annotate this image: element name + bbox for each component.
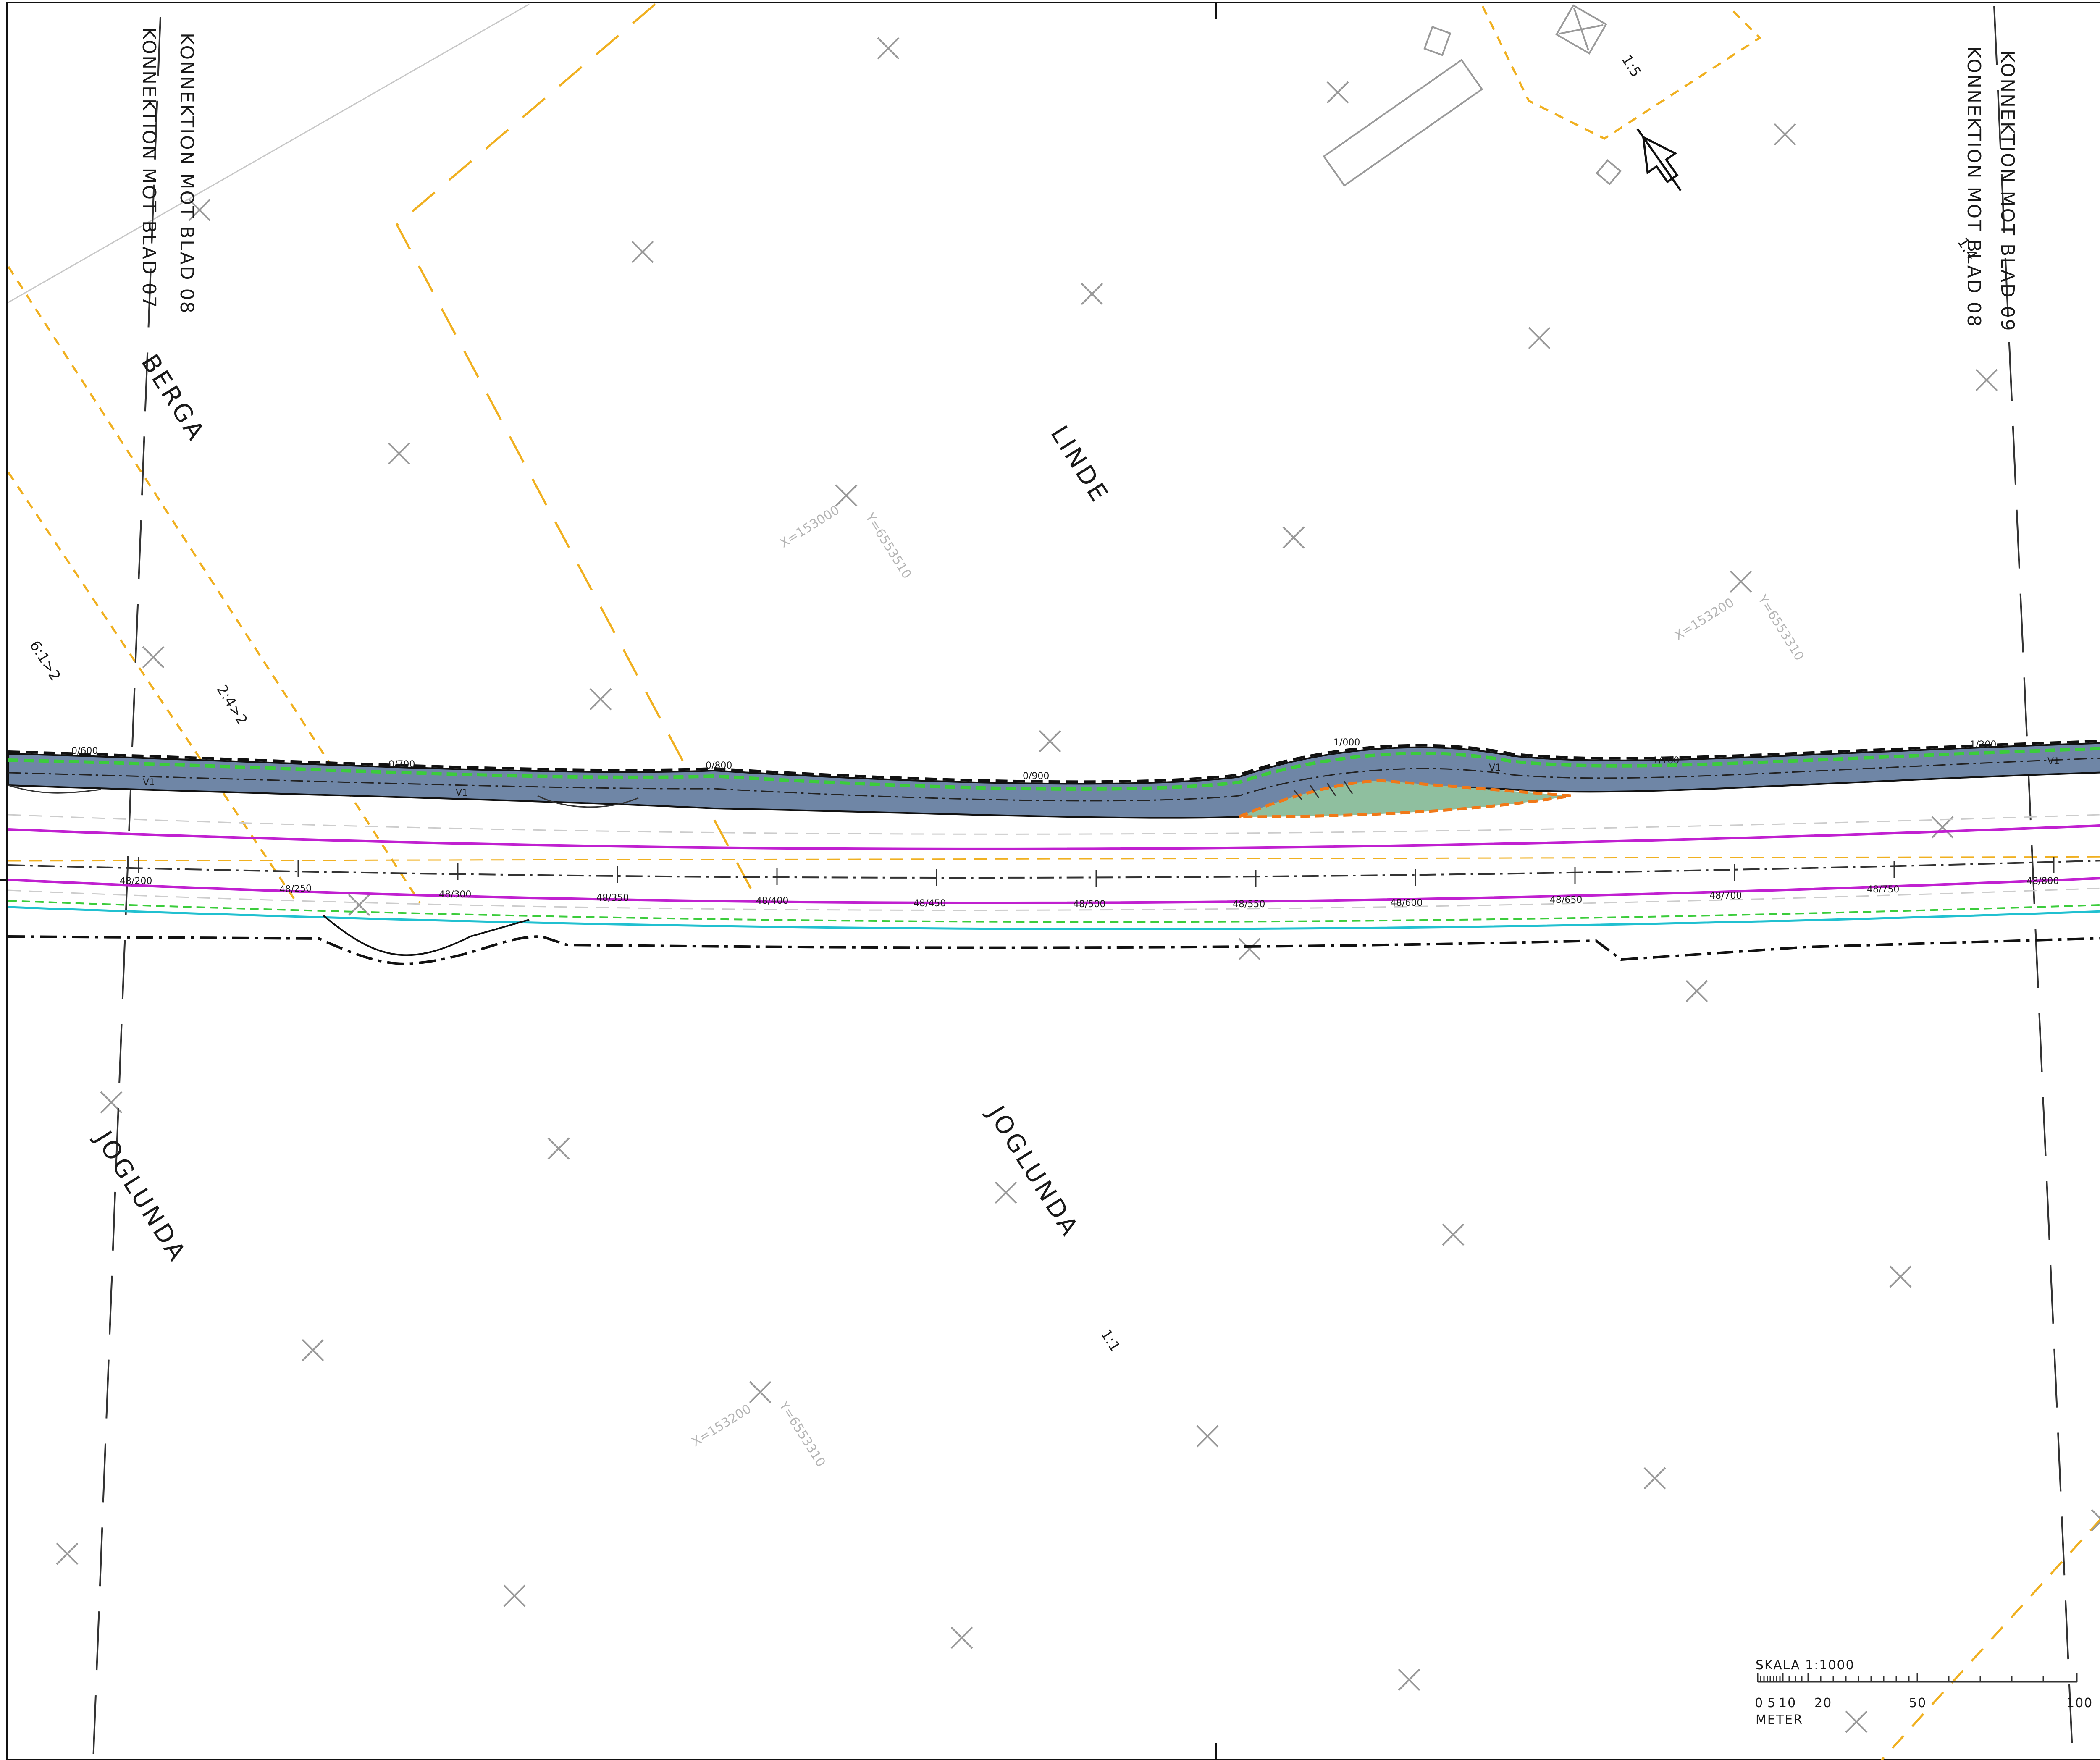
scale-unit: METER: [1756, 1713, 1803, 1727]
main-chainage-label: 48/550: [1233, 899, 1265, 910]
road-chainage-label: 0/700: [388, 759, 415, 770]
main-chainage-label: 48/250: [279, 883, 312, 895]
main-chainage-ticks: [138, 857, 2055, 887]
road-edge-south-purple: [8, 877, 2100, 905]
grid-coordinate-label: Y=6553510: [862, 510, 914, 582]
scale-tick-label: 0: [1755, 1696, 1764, 1710]
scale-tick-label: 20: [1814, 1696, 1832, 1710]
main-chainage-label: 48/500: [1073, 899, 1105, 910]
road-name-label: V1: [2048, 756, 2060, 767]
buildings: [1323, 4, 1622, 187]
road-name-label: V1: [143, 777, 155, 788]
place-name-label: JOGLUNDA: [982, 1100, 1085, 1242]
sheet-frame: [6, 2, 2100, 1760]
main-chainage-label: 48/700: [1709, 891, 1742, 901]
main-chainage-labels: 48/200 48/250 48/300 48/350 48/400 48/45…: [120, 876, 2059, 910]
sheet-connection-lines: [92, 6, 2074, 1760]
main-chainage-label: 48/300: [439, 889, 471, 900]
grid-coordinate-label: Y=6553310: [776, 1398, 828, 1470]
road-light-line-2: [8, 887, 2100, 911]
grid-coordinate-label: X=153200: [689, 1401, 754, 1450]
place-name-label: BERGA: [136, 349, 211, 446]
road-edge-north-purple: [8, 824, 2100, 850]
scale-tick-label: 50: [1909, 1696, 1927, 1710]
side-road-v1: [8, 740, 2100, 819]
road-centerline: [8, 860, 2100, 879]
road-name-label: V1: [456, 788, 468, 798]
scale-title: SKALA 1:1000: [1756, 1658, 1855, 1673]
side-road-dashed-top: [8, 740, 2100, 783]
main-chainage-label: 48/800: [2026, 876, 2059, 887]
existing-boundary-line: [8, 3, 530, 303]
place-name-label: JOGLUNDA: [89, 1125, 193, 1267]
grid-coordinate-label: X=153200: [1672, 595, 1737, 643]
north-arrow-icon: [1636, 128, 1682, 191]
side-road-centerline: [8, 757, 2100, 802]
road-chainage-label: 1/000: [1334, 737, 1360, 748]
scale-tick-label: 5: [1767, 1696, 1776, 1710]
scale-tick-label: 10: [1779, 1696, 1796, 1710]
side-road-green-edge: [8, 747, 2100, 791]
property-number: 1:1: [1097, 1327, 1124, 1355]
road-chainage-label: 1/100: [1653, 755, 1679, 766]
road-chainage-labels: 0/600 0/700 0/800 0/900 1/000 1/100 1/20…: [71, 737, 2060, 798]
road-chainage-label: 0/800: [706, 761, 732, 771]
grid-coordinate-label: Y=6553310: [1755, 592, 1807, 664]
sheet-join-label: KONNEKTION MOT BLAD 08: [176, 33, 197, 315]
main-chainage-label: 48/200: [120, 876, 152, 887]
main-chainage-label: 48/600: [1390, 898, 1423, 908]
road-name-label: V1: [1489, 763, 1501, 773]
main-road: [8, 814, 2100, 965]
road-edge-cyan: [8, 906, 2100, 930]
place-name-label: LINDE: [1045, 420, 1115, 508]
sheet-join-label: KONNEKTION MOT BLAD 07: [138, 27, 160, 309]
property-number: 6:1>2: [26, 638, 63, 684]
road-chainage-label: 0/900: [1023, 771, 1049, 782]
main-chainage-label: 48/750: [1867, 884, 1899, 895]
property-boundaries: [7, 3, 2100, 1760]
sheet-join-label: KONNEKTION MOT BLAD 08: [1963, 46, 1984, 328]
scale-tick-label: 100: [2066, 1696, 2093, 1710]
main-chainage-label: 48/450: [914, 898, 946, 909]
property-number: 2:4>2: [213, 682, 250, 728]
road-chainage-label: 1/200: [1970, 740, 1996, 750]
grid-crosses: [56, 37, 2100, 1733]
road-edge-green: [8, 900, 2100, 923]
property-number: 1:5: [1618, 52, 1644, 81]
road-area-boundary-south: [8, 935, 2100, 965]
main-chainage-label: 48/650: [1550, 895, 1582, 905]
main-chainage-label: 48/400: [756, 896, 788, 906]
road-chainage-label: 0/600: [71, 746, 98, 756]
road-light-line: [8, 814, 2100, 835]
side-road-tree-fill: [1238, 779, 1571, 818]
scale-bar: SKALA 1:1000 0 5 10 20 50 100 METER: [1755, 1658, 2093, 1727]
main-chainage-label: 48/350: [596, 893, 629, 903]
grid-coordinate-label: X=153000: [777, 503, 842, 551]
road-old-curve: [323, 915, 530, 956]
sheet-join-label: KONNEKTION MOT BLAD 09: [1997, 50, 2018, 332]
side-road-surface: [8, 742, 2100, 819]
side-road-slope-hatch: [8, 781, 1353, 808]
